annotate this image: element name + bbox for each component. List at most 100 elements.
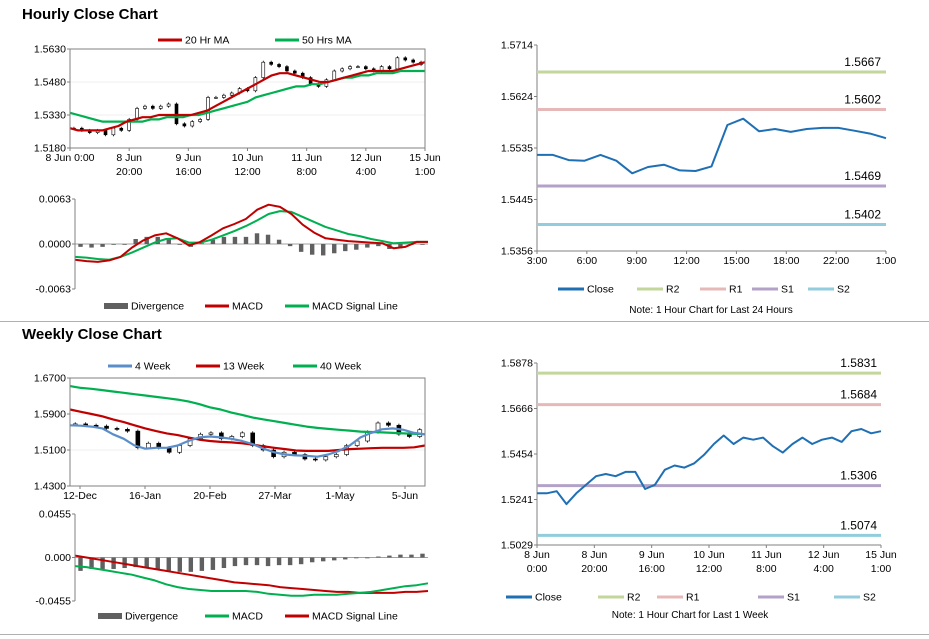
hourly-levels-ytick: 1.5714 — [501, 40, 533, 52]
weekly-macd-divergence-bar — [122, 557, 127, 569]
hourly-price-candle — [158, 105, 163, 109]
weekly-price-candle — [333, 454, 339, 458]
hourly-levels-xtick: 18:00 — [773, 255, 799, 267]
weekly-macd-divergence-bar — [243, 557, 249, 566]
weekly-price-xtick: 16-Jan — [129, 490, 161, 502]
weekly-levels-xtick: 8 Jun — [581, 549, 607, 561]
weekly-levels-legend-s2-label: S2 — [863, 592, 876, 604]
hourly-price-ytick: 1.5330 — [34, 110, 66, 122]
weekly-price-ytick: 1.4300 — [34, 481, 66, 493]
hourly-macd-ytick: 0.0063 — [39, 194, 71, 206]
weekly-macd-divergence-bar — [254, 557, 260, 566]
weekly-macd-divergence-bar — [420, 553, 425, 558]
hourly-levels-xtick: 12:00 — [673, 255, 699, 267]
weekly-levels-ytick: 1.5666 — [501, 403, 533, 415]
weekly-price-candle — [93, 424, 99, 427]
hourly-price-candle — [214, 97, 218, 99]
hourly-levels-ytick: 1.5356 — [501, 246, 533, 258]
hourly-macd-divergence-bar — [420, 244, 425, 245]
weekly-price-candle — [208, 432, 214, 435]
hourly-price-candle — [222, 94, 226, 98]
weekly-macd-divergence-bar — [221, 557, 227, 569]
weekly-price-candle — [219, 432, 224, 440]
hourly-macd-divergence-bar — [376, 244, 381, 247]
weekly-macd-divergence-bar — [365, 557, 370, 559]
weekly-price-candle — [125, 428, 130, 432]
weekly-macd-divergence-bar — [409, 554, 414, 558]
weekly-levels-xtick: 4:00 — [813, 563, 834, 575]
hourly-levels-ytick: 1.5445 — [501, 194, 533, 206]
hourly-levels-xtick: 22:00 — [823, 255, 849, 267]
weekly-macd-divergence-bar — [166, 557, 171, 571]
hourly-macd-divergence-bar — [354, 244, 359, 250]
weekly-price-candle — [323, 456, 329, 461]
weekly-price-candle — [239, 432, 245, 437]
hourly-levels-xtick: 6:00 — [577, 255, 598, 267]
hourly-price-candle — [166, 103, 171, 107]
hourly-macd-divergence-bar — [78, 244, 83, 247]
hourly-levels-xtick: 3:00 — [527, 255, 548, 267]
section-divider — [0, 321, 929, 322]
hourly-price-ytick: 1.5180 — [34, 143, 66, 155]
hourly-price-candle — [285, 66, 289, 72]
hourly-price-candle — [151, 105, 155, 109]
hourly-levels-xtick: 15:00 — [723, 255, 749, 267]
hourly-price-xtick: 11 Jun — [291, 152, 322, 164]
weekly-level-s1-value: 1.5306 — [840, 469, 877, 483]
weekly-levels-xtick: 8:00 — [756, 563, 777, 575]
weekly-macd-divergence-bar — [210, 557, 216, 570]
hourly-level-r1-value: 1.5602 — [844, 92, 881, 106]
weekly-macd-divergence-bar — [155, 557, 160, 569]
hourly-price-candle — [356, 66, 360, 68]
weekly-macd-divergence-bar — [287, 557, 293, 566]
hourly-macd-divergence-bar — [332, 244, 337, 254]
weekly-levels-xtick: 20:00 — [581, 563, 607, 575]
hourly-price-ytick: 1.5480 — [34, 77, 66, 89]
weekly-levels-xtick: 0:00 — [527, 563, 548, 575]
weekly-price-candle — [386, 422, 391, 426]
hourly-price-candle — [190, 121, 195, 127]
hourly-macd-divergence-bar — [177, 244, 183, 245]
hourly-macd-ytick: 0.0000 — [39, 239, 71, 251]
hourly-price-candle — [332, 70, 337, 81]
hourly-50hrs-ma-line — [69, 69, 425, 123]
weekly-levels-xtick: 12:00 — [696, 563, 722, 575]
weekly-macd-divergence-bar — [78, 557, 83, 571]
weekly-13-week-line — [69, 408, 426, 452]
hourly-macd-divergence-bar — [111, 244, 116, 245]
hourly-macd-divergence-bar — [276, 239, 282, 244]
hourly-levels-xtick: 9:00 — [626, 255, 647, 267]
weekly-macd-divergence-bar — [89, 557, 94, 569]
hourly-macd-ytick: -0.0063 — [35, 284, 71, 296]
hourly-macd-divergence-bar — [309, 244, 315, 255]
hourly-price-xtick: 8:00 — [296, 166, 317, 178]
hourly-macd-divergence-bar — [398, 244, 403, 249]
weekly-legend-divergence-swatch — [98, 613, 122, 619]
hourly-macd-divergence-bar — [133, 239, 138, 244]
hourly-price-ytick: 1.5630 — [34, 44, 66, 56]
hourly-legend-macd-label: MACD — [232, 301, 263, 313]
hourly-macd-divergence-bar — [144, 236, 149, 244]
weekly-macd-line — [74, 565, 429, 597]
hourly-price-candle — [103, 130, 108, 136]
weekly-levels-legend-s1-label: S1 — [787, 592, 800, 604]
weekly-macd-divergence-bar — [100, 557, 105, 569]
hourly-levels-legend-r2-label: R2 — [666, 284, 680, 296]
weekly-price-ytick: 1.5900 — [34, 409, 66, 421]
weekly-macd-divergence-bar — [387, 555, 392, 558]
weekly-price-xtick: 5-Jun — [392, 490, 418, 502]
weekly-macd-divergence-bar — [276, 557, 282, 566]
weekly-levels-xtick: 9 Jun — [639, 549, 665, 561]
weekly-macd-divergence-bar — [144, 557, 149, 569]
weekly-levels-ytick: 1.5029 — [501, 540, 533, 552]
hourly-macd-divergence-bar — [365, 244, 370, 248]
weekly-price-candle — [104, 425, 109, 429]
hourly-price-xtick: 1:00 — [415, 166, 436, 178]
hourly-price-candle — [403, 57, 408, 61]
bottom-divider — [0, 634, 929, 635]
hourly-macd-divergence-bar — [166, 238, 171, 244]
hourly-price-xtick: 12 Jun — [350, 152, 382, 164]
hourly-macd-divergence-bar — [100, 244, 105, 247]
weekly-40-week-line — [69, 385, 426, 436]
hourly-levels-legend-r1-label: R1 — [729, 284, 743, 296]
